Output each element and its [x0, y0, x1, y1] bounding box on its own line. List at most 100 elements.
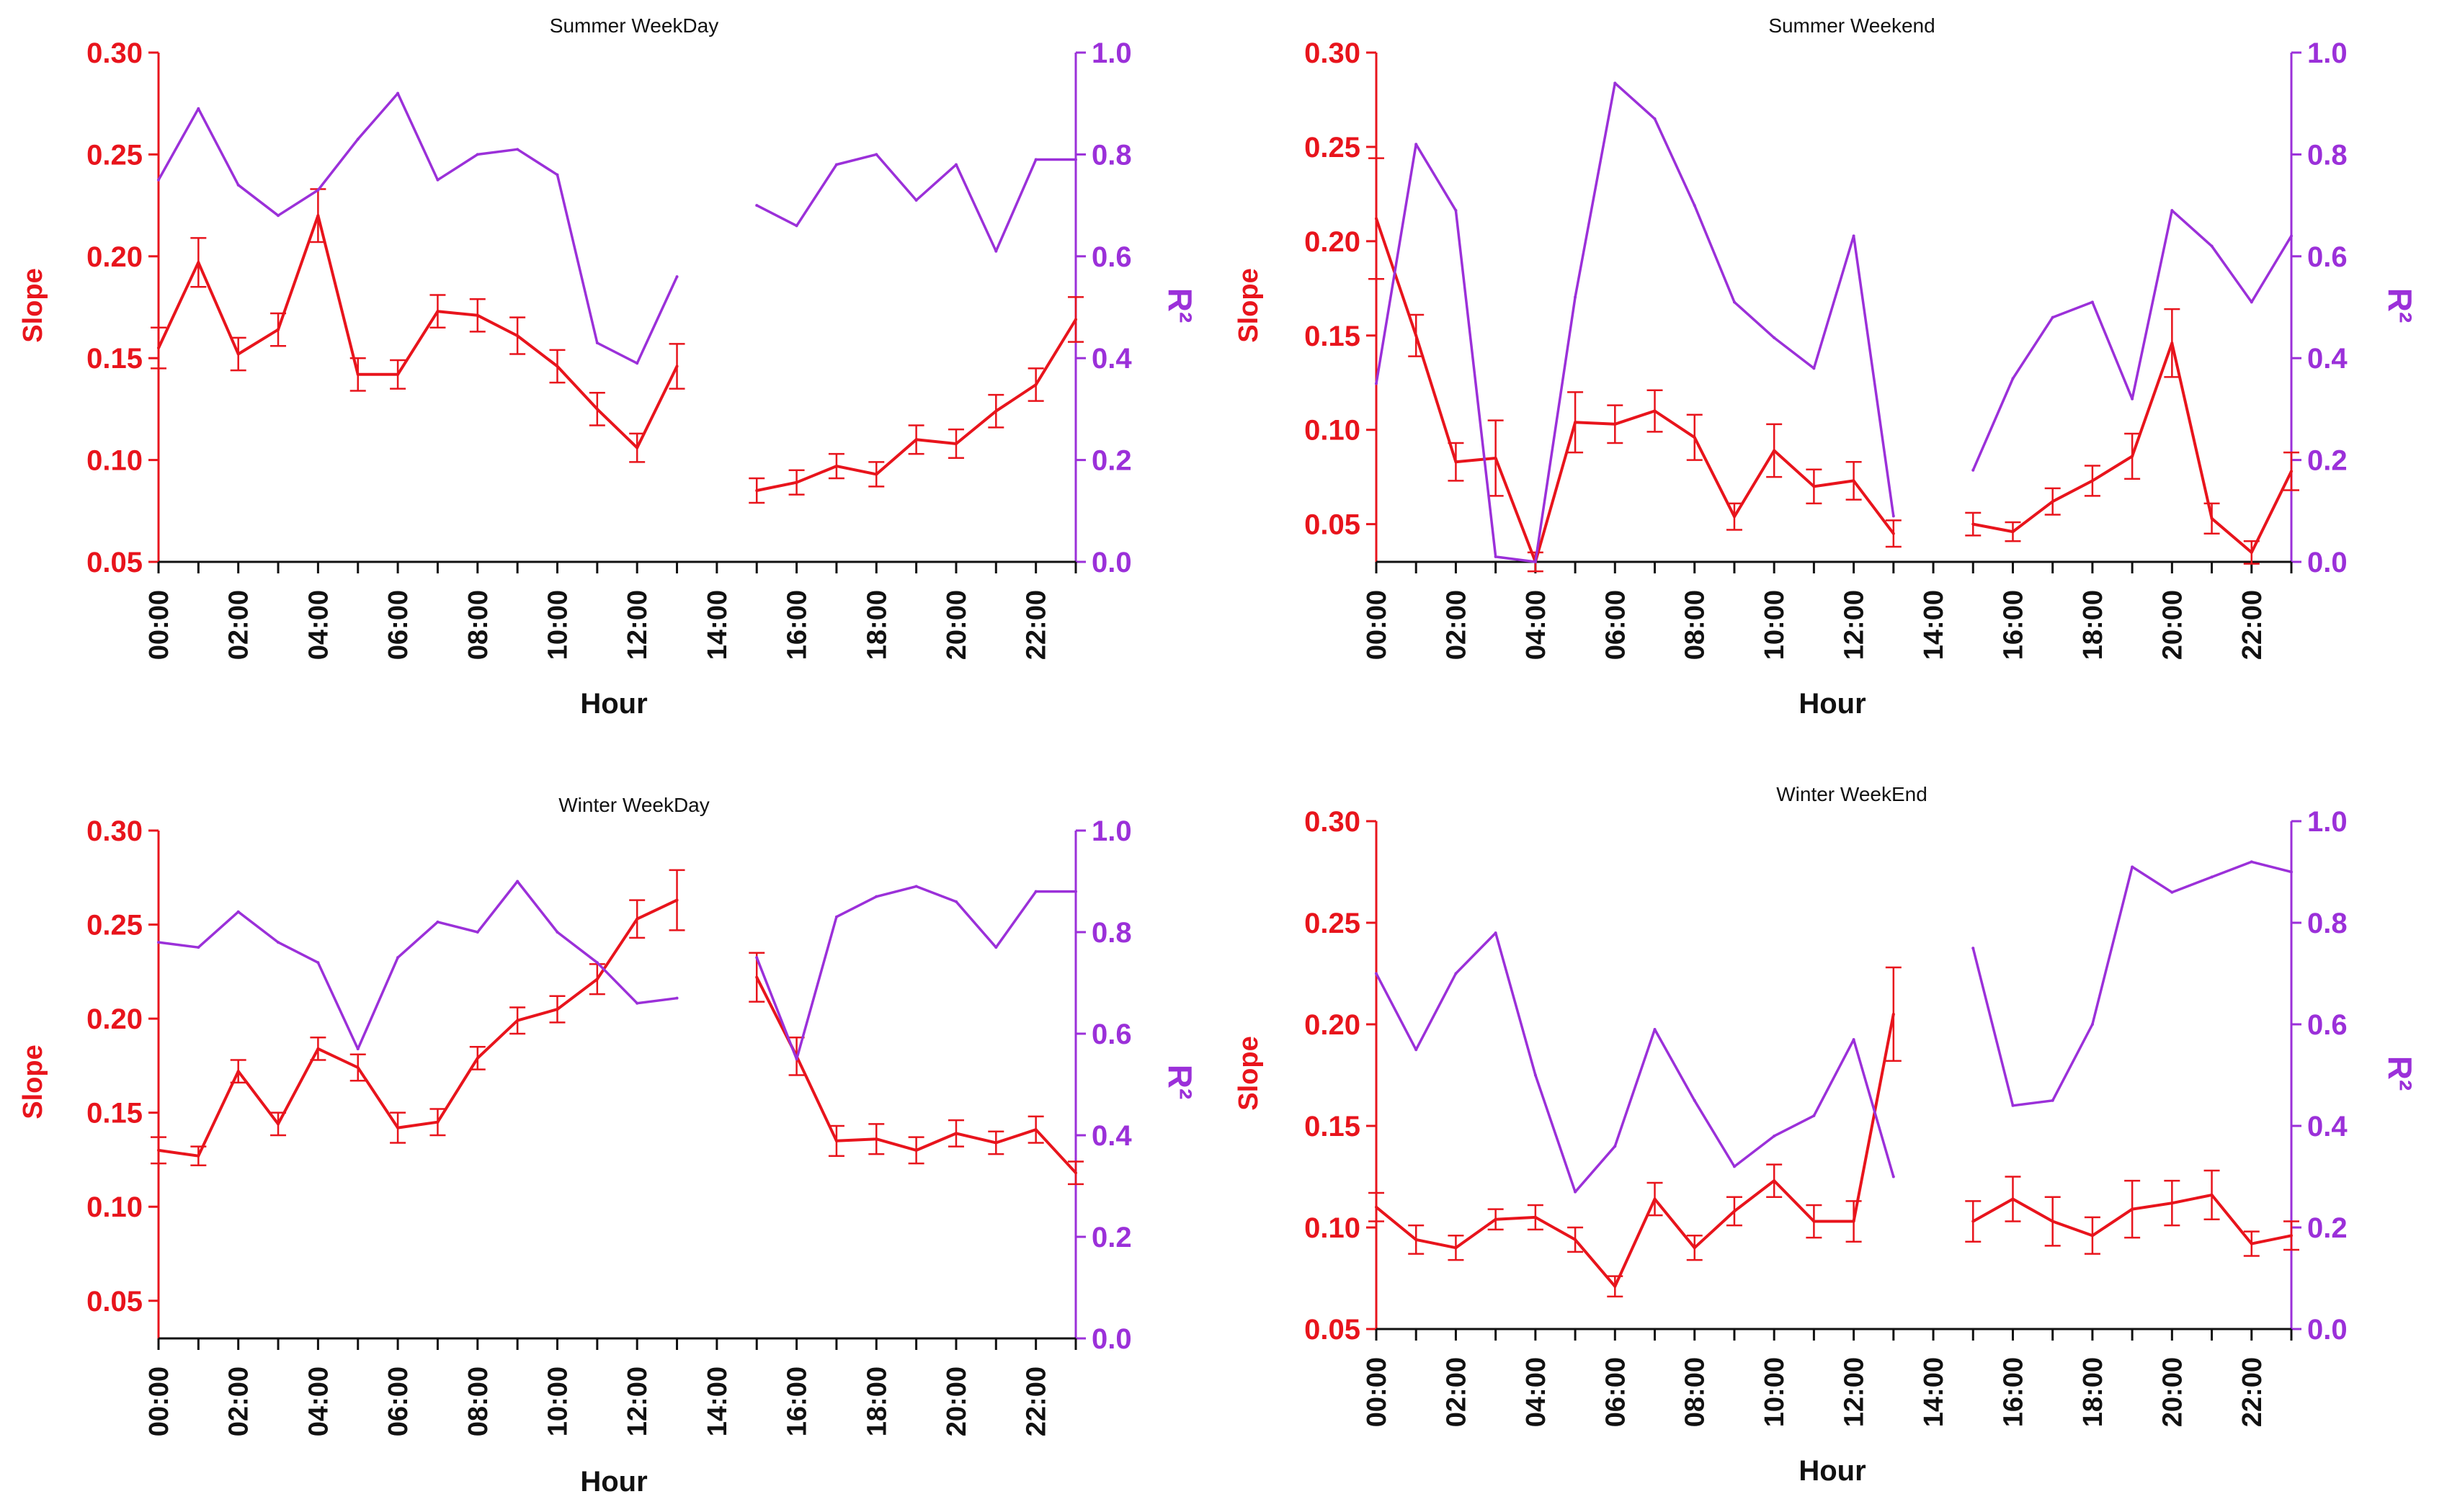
x-axis-label: Hour — [1799, 688, 1866, 720]
y-tick-label-right: 0.4 — [1092, 343, 1132, 375]
y-tick-label-left: 0.25 — [1304, 132, 1360, 164]
y-tick-label-right: 0.6 — [1092, 1019, 1132, 1050]
x-tick-label: 10:00 — [543, 590, 573, 660]
slope-data-point — [2051, 1220, 2054, 1223]
x-tick-label: 12:00 — [1840, 1357, 1870, 1427]
slope-data-point — [2250, 1242, 2253, 1245]
slope-data-point — [396, 1126, 400, 1129]
x-axis-label: Hour — [1799, 1455, 1866, 1487]
y-tick-label-left: 0.10 — [86, 445, 143, 477]
r2-data-point — [1773, 336, 1776, 339]
r2-data-point — [1653, 117, 1657, 120]
r2-series-line — [1971, 860, 2292, 1107]
slope-data-point — [2090, 479, 2094, 483]
y-tick-label-left: 0.05 — [86, 547, 143, 578]
slope-series-line — [1375, 218, 1895, 563]
r2-data-point — [436, 178, 440, 182]
slope-data-point — [236, 352, 240, 356]
slope-data-point — [1693, 1246, 1696, 1250]
slope-data-point — [1034, 1128, 1038, 1132]
x-tick-label: 14:00 — [1919, 1357, 1949, 1427]
slope-data-point — [1574, 421, 1577, 424]
slope-data-point — [954, 442, 958, 445]
slope-data-point — [436, 310, 440, 313]
slope-data-point — [994, 409, 998, 413]
slope-series-line — [1375, 1014, 1895, 1288]
slope-data-point — [316, 214, 320, 218]
r2-data-point — [1414, 1048, 1418, 1052]
y-tick-label-right: 0.2 — [2307, 445, 2348, 477]
r2-data-point — [2250, 860, 2253, 864]
x-tick-label: 00:00 — [1362, 1357, 1392, 1427]
r2-data-point — [1454, 209, 1458, 213]
r2-data-point — [1074, 158, 1077, 161]
slope-data-point — [157, 1148, 160, 1152]
r2-data-point — [2210, 875, 2214, 879]
x-tick-label: 10:00 — [1760, 1357, 1790, 1427]
slope-data-point — [1375, 1205, 1378, 1209]
r2-data-point — [356, 138, 360, 141]
y-tick-label-right: 0.2 — [2307, 1212, 2348, 1244]
x-tick-label: 08:00 — [1680, 1357, 1711, 1427]
r2-data-point — [1074, 890, 1077, 893]
slope-data-point — [1414, 334, 1418, 337]
y-tick-label-right: 1.0 — [2307, 37, 2348, 69]
slope-data-point — [795, 480, 798, 484]
x-tick-label: 20:00 — [942, 590, 972, 660]
slope-data-point — [436, 1120, 440, 1124]
slope-series-line — [158, 898, 678, 1158]
r2-data-point — [1454, 972, 1458, 975]
y-tick-label-left: 0.30 — [1304, 806, 1360, 838]
r2-data-point — [2011, 377, 2015, 380]
y-axis-label-right: R² — [2381, 288, 2419, 323]
x-tick-label: 16:00 — [1998, 590, 2028, 660]
r2-data-point — [1375, 972, 1378, 975]
y-tick-label-left: 0.05 — [86, 1286, 143, 1318]
y-tick-label-left: 0.20 — [86, 1003, 143, 1035]
r2-data-point — [1494, 931, 1497, 935]
chart-panel-summer-weekend: Summer Weekend Hour Slope R² 0.05 0.10 0.1… — [1234, 14, 2419, 720]
x-tick-label: 08:00 — [463, 590, 494, 660]
r2-data-point — [954, 900, 958, 903]
y-tick-label-right: 0.6 — [1092, 241, 1132, 273]
slope-data-point — [556, 1008, 559, 1011]
slope-data-point — [875, 1137, 878, 1141]
x-tick-label: 14:00 — [703, 1366, 733, 1436]
r2-data-point — [1971, 468, 1975, 472]
x-tick-label: 06:00 — [383, 590, 414, 660]
x-tick-label: 20:00 — [942, 1366, 972, 1436]
r2-data-point — [1574, 295, 1577, 299]
chart-title: Summer Weekend — [1768, 14, 1935, 37]
chart-title: Winter WeekEnd — [1776, 783, 1927, 805]
y-axis-label-right: R² — [2381, 1056, 2419, 1091]
r2-data-point — [316, 961, 320, 965]
slope-data-point — [2051, 500, 2054, 504]
r2-data-point — [1852, 1038, 1855, 1042]
chart-panel-winter-weekend: Winter WeekEnd Hour Slope R² 0.05 0.10 0.1… — [1234, 783, 2419, 1487]
slope-data-point — [636, 446, 639, 449]
x-tick-label: 02:00 — [224, 1366, 254, 1436]
r2-data-point — [396, 956, 400, 959]
slope-data-point — [755, 975, 759, 979]
y-tick-label-left: 0.10 — [1304, 1212, 1360, 1244]
x-tick-label: 22:00 — [2237, 590, 2268, 660]
x-axis-label: Hour — [580, 688, 647, 720]
slope-data-point — [1613, 422, 1617, 426]
y-tick-label-left: 0.15 — [1304, 1111, 1360, 1142]
slope-data-point — [1732, 1209, 1736, 1213]
r2-data-point — [636, 362, 639, 365]
r2-data-point — [1732, 300, 1736, 304]
x-tick-label: 18:00 — [2078, 1357, 2108, 1427]
y-tick-label-left: 0.25 — [1304, 908, 1360, 939]
y-tick-label-left: 0.10 — [86, 1191, 143, 1223]
slope-data-point — [396, 372, 400, 376]
r2-data-point — [1693, 204, 1696, 207]
slope-data-point — [197, 261, 200, 264]
slope-data-point — [875, 473, 878, 476]
x-tick-label: 16:00 — [783, 1366, 813, 1436]
slope-series-line — [756, 318, 1077, 492]
slope-data-point — [595, 978, 599, 981]
r2-data-point — [1693, 1099, 1696, 1102]
r2-series-line — [1971, 209, 2293, 471]
y-tick-label-right: 0.0 — [2307, 1314, 2348, 1346]
